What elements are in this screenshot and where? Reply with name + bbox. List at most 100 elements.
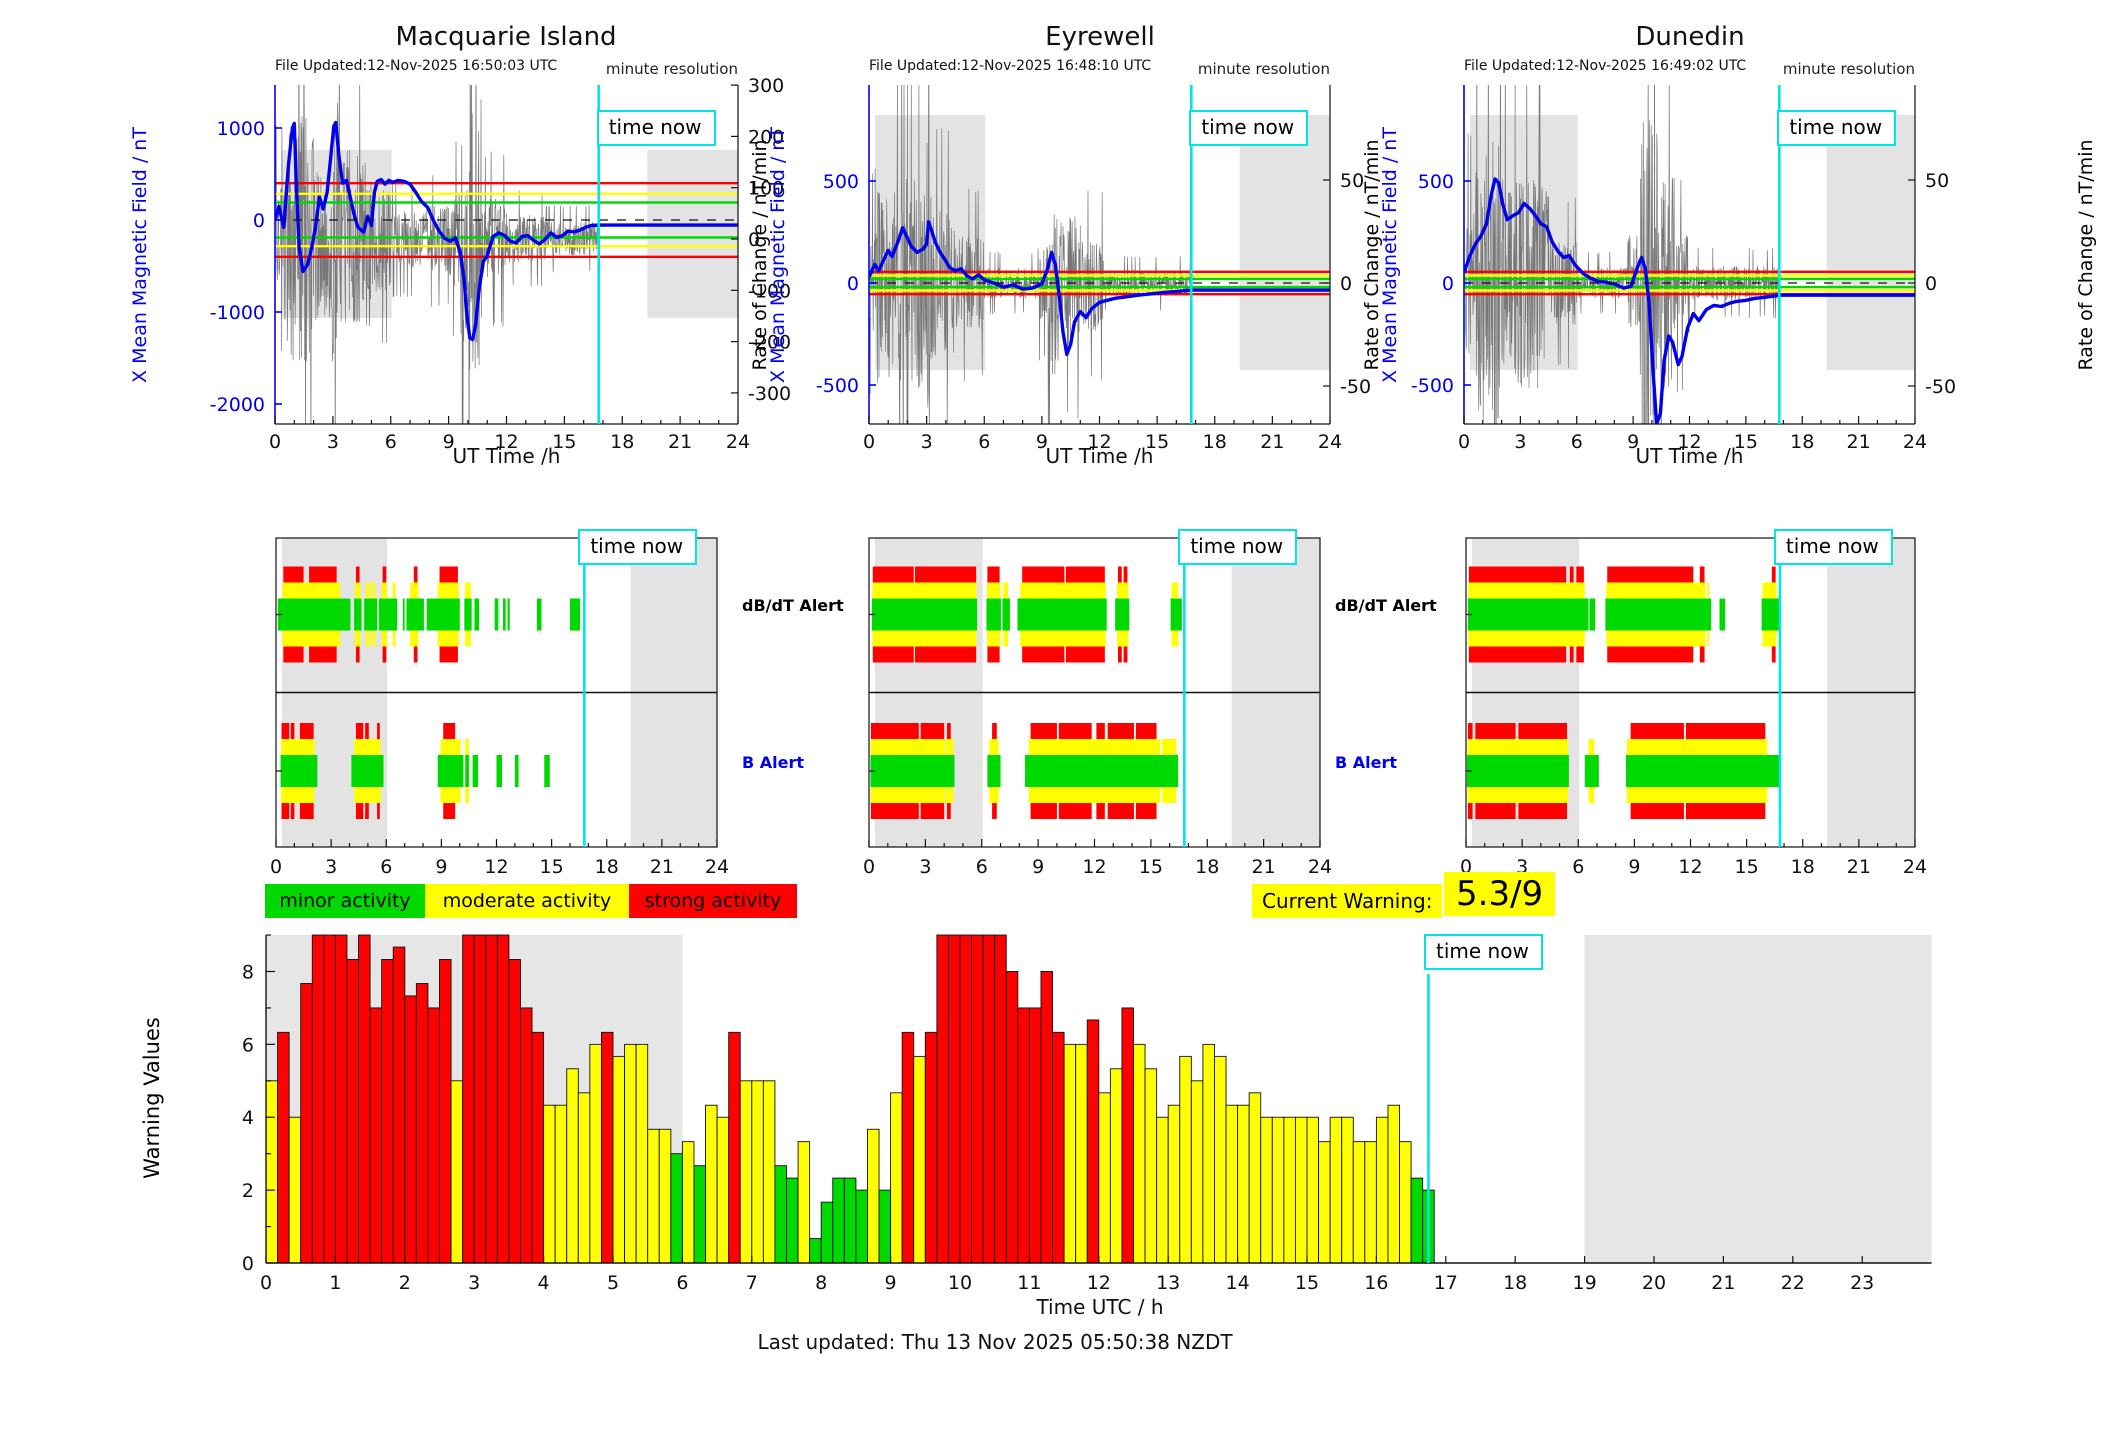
x-axis-label-time-utc: Time UTC / h [1036,1295,1164,1319]
tick-label: 9 [885,1272,897,1294]
tick-label: 0 [269,431,281,453]
dbdt-alert-row-label: dB/dT Alert [1335,596,1437,615]
tick-label: 9 [1032,856,1044,878]
tick-label: 3 [1514,431,1526,453]
warning-bar [543,1104,556,1264]
tick-label: 200 [748,126,784,148]
alert-segment-b [281,755,290,787]
alert-segment-b [299,755,314,787]
warning-bar [415,983,429,1264]
x-axis-label-ut-time: UT Time /h [452,444,561,468]
tick-label: 15 [540,856,564,878]
warning-bar [936,934,949,1264]
warning-bar [265,1080,279,1264]
station-title-macquarie: Macquarie Island [395,22,617,52]
warning-bar [1260,1116,1273,1264]
alert-segment-b [870,755,919,787]
tick-label: 0 [847,273,859,295]
alert-segment-dbdt [1569,598,1574,631]
warning-bar [520,1007,533,1264]
alert-segment-b [472,755,479,787]
alert-segment-b [1058,755,1092,787]
tick-label: 3 [468,1272,480,1294]
tick-label: 24 [705,856,729,878]
warning-bar [1086,1019,1100,1264]
warning-bar [358,934,371,1264]
warning-bar [1271,1116,1285,1264]
warning-bar [832,1177,845,1264]
time-now-badge: time now [1777,110,1897,146]
alert-segment-dbdt [507,598,510,631]
warning-bar [994,934,1007,1264]
alert-segment-dbdt [1468,598,1567,631]
night-shading [1584,935,1932,1263]
warning-bar [1202,1043,1215,1264]
time-now-badge: time now [578,529,698,565]
tick-label: 20 [1642,1272,1666,1294]
warning-bar [1237,1104,1250,1264]
tick-label: -50 [1340,376,1371,398]
tick-label: 9 [1628,856,1640,878]
tick-label: 12 [1678,856,1702,878]
alert-segment-dbdt [1003,598,1009,631]
warning-bar [1387,1104,1400,1264]
tick-label: 21 [1847,856,1871,878]
tick-label: 12 [1082,856,1106,878]
alert-segment-dbdt [872,598,914,631]
y-axis-label-mean-field: X Mean Magnetic Field / nT [767,127,789,383]
tick-label: 300 [748,75,784,97]
warning-bar [311,934,325,1264]
last-updated-text: Last updated: Thu 13 Nov 2025 05:50:38 N… [757,1330,1233,1354]
warning-bar [277,1031,290,1264]
resolution-label: minute resolution [1197,60,1330,78]
tick-label: 14 [1226,1272,1250,1294]
tick-label: 6 [385,431,397,453]
y-axis-label-rate-of-change: Rate of Change / nT/min [2075,139,2097,371]
warning-bar [1005,971,1019,1264]
warning-bar [346,959,359,1264]
tick-label: 15 [1139,856,1163,878]
tick-label: 12 [1677,431,1701,453]
night-shading [1826,115,1915,370]
tick-label: 18 [1790,431,1814,453]
alert-segment-b [920,755,945,787]
tick-label: 2 [242,1180,254,1202]
tick-label: 21 [668,431,692,453]
tick-label: 12 [494,431,518,453]
warning-bar [288,1116,302,1264]
alert-segment-b [1518,755,1568,787]
tick-label: -50 [1925,376,1956,398]
warning-bar [1341,1116,1354,1264]
x-axis-label-ut-time: UT Time /h [1635,444,1744,468]
tick-label: 6 [676,1272,688,1294]
warning-bar [670,1153,683,1264]
tick-label: 5 [607,1272,619,1294]
tick-label: 6 [1571,431,1583,453]
tick-label: 3 [921,431,933,453]
current-warning-label: Current Warning: [1252,884,1443,918]
tick-label: 1 [329,1272,341,1294]
tick-label: 8 [242,961,254,983]
alert-segment-dbdt [915,598,977,631]
legend-strong-activity: strong activity [629,884,797,918]
tick-label: -500 [816,375,859,397]
tick-label: 0 [863,856,875,878]
alert-segment-b [1030,755,1057,787]
alert-segment-b [514,755,519,787]
y-axis-label-warning-values: Warning Values [140,1017,164,1179]
warning-bar [577,1092,591,1264]
file-updated-label: File Updated:12-Nov-2025 16:48:10 UTC [869,58,1152,74]
warning-bar [647,1128,660,1264]
warning-bar [774,1165,787,1264]
warning-bar [809,1238,822,1264]
warning-bar [681,1141,695,1264]
alert-segment-dbdt [1607,598,1694,631]
night-shading [647,150,738,318]
tick-label: 24 [1903,431,1927,453]
rate-of-change-trace [275,85,600,424]
y-axis-label-mean-field: X Mean Magnetic Field / nT [1379,127,1401,383]
tick-label: 16 [1364,1272,1388,1294]
tick-label: 24 [1308,856,1332,878]
alert-segment-b [946,755,951,787]
tick-label: 12 [1087,431,1111,453]
